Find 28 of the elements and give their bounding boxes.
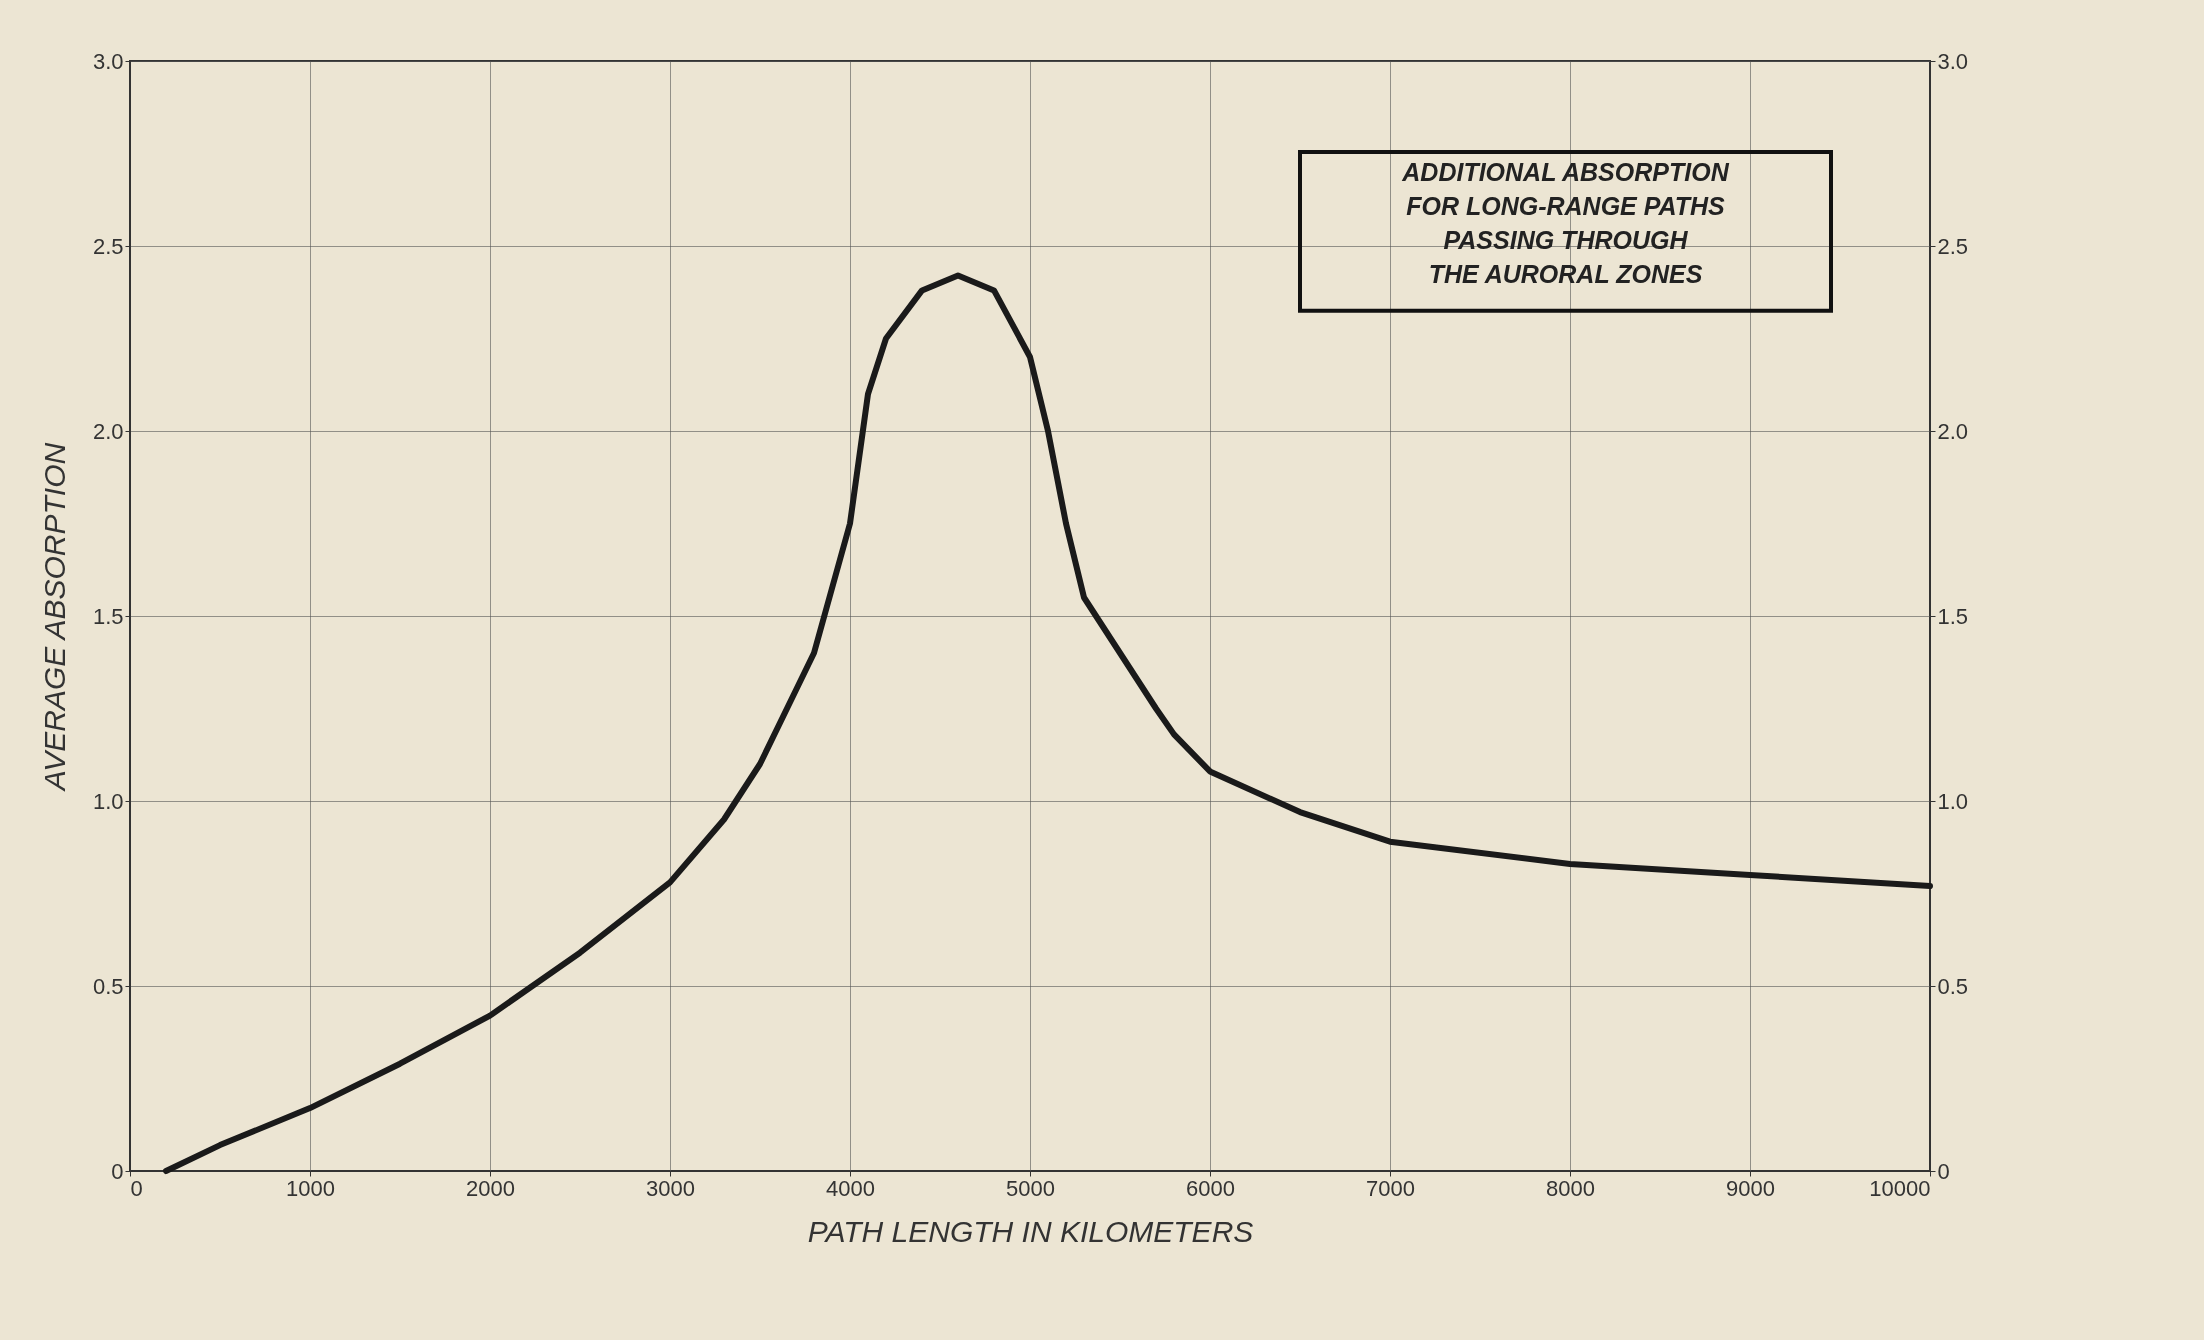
x-tick-label: 3000 [646, 1175, 695, 1201]
y-axis-title: AVERAGE ABSORPTION [37, 442, 71, 793]
y-tick-label: 2.0 [92, 418, 124, 444]
x-tick-label: 4000 [826, 1175, 875, 1201]
y-tick-label: 0.5 [92, 973, 124, 999]
y2-tick-label: 2.0 [1937, 418, 1969, 444]
y2-tick-label: 2.5 [1937, 233, 1969, 259]
y2-tick-label: 1.5 [1937, 603, 1969, 629]
annotation: ADDITIONAL ABSORPTION FOR LONG-RANGE PATHS PASSING THROUGH THE AURORAL ZONES [1401, 157, 1730, 288]
y2-tick-label: 0 [1937, 1158, 1950, 1184]
x-tick-label: 8000 [1546, 1175, 1595, 1201]
x-tick-label: 7000 [1366, 1175, 1415, 1201]
y2-tick-label: 3.0 [1937, 48, 1969, 74]
y2-tick-label: 1.0 [1937, 788, 1969, 814]
y-tick-label: 2.5 [92, 233, 124, 259]
y2-tick-label: 0.5 [1937, 973, 1969, 999]
x-tick-label: 10000 [1869, 1175, 1931, 1201]
y-tick-label: 1.0 [92, 788, 124, 814]
x-tick-label: 1000 [286, 1175, 335, 1201]
y-tick-label: 0 [111, 1158, 124, 1184]
x-tick-label: 6000 [1186, 1175, 1235, 1201]
x-tick-label: 9000 [1726, 1175, 1775, 1201]
x-tick-label: 0 [130, 1175, 143, 1201]
x-tick-label: 5000 [1006, 1175, 1055, 1201]
y-tick-label: 1.5 [92, 603, 124, 629]
x-axis-title: PATH LENGTH IN KILOMETERS [807, 1214, 1254, 1248]
y-tick-label: 3.0 [92, 48, 124, 74]
x-tick-label: 2000 [466, 1175, 515, 1201]
